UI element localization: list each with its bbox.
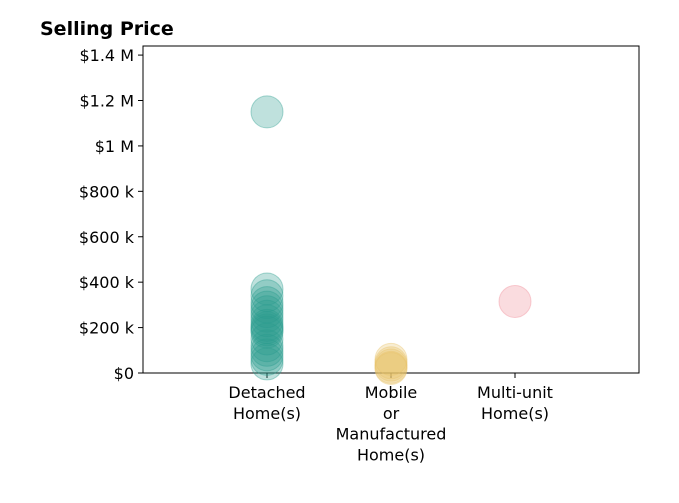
point [250,299,284,333]
y-tick-label: $400 k [79,273,135,292]
point [374,351,408,385]
point [250,95,284,129]
point [250,286,284,320]
y-tick-label: $1.4 M [79,46,134,65]
point [374,350,408,384]
point [250,347,284,381]
point [498,284,532,318]
point [374,346,408,380]
point [250,313,284,347]
point [250,311,284,345]
chart-title: Selling Price [40,18,174,40]
point [250,338,284,372]
y-tick-label: $800 k [79,182,135,201]
y-tick-label: $0 [114,364,134,383]
point [250,272,284,306]
point [250,304,284,338]
y-tick-label: $600 k [79,228,135,247]
point [250,279,284,313]
point [374,342,408,376]
x-tick-label: Mobile or Manufactured Home(s) [336,383,447,464]
point [250,322,284,356]
point [250,315,284,349]
y-tick-label: $200 k [79,319,135,338]
x-tick-label: Detached Home(s) [228,383,305,423]
point [250,329,284,363]
point [250,290,284,324]
plot-frame [142,45,640,374]
point [374,348,408,382]
point [250,333,284,367]
y-tick-label: $1 M [95,137,134,156]
point [250,295,284,329]
point [250,308,284,342]
x-tick-label: Multi-unit Home(s) [477,383,553,423]
point [250,342,284,376]
y-tick-label: $1.2 M [79,92,134,111]
